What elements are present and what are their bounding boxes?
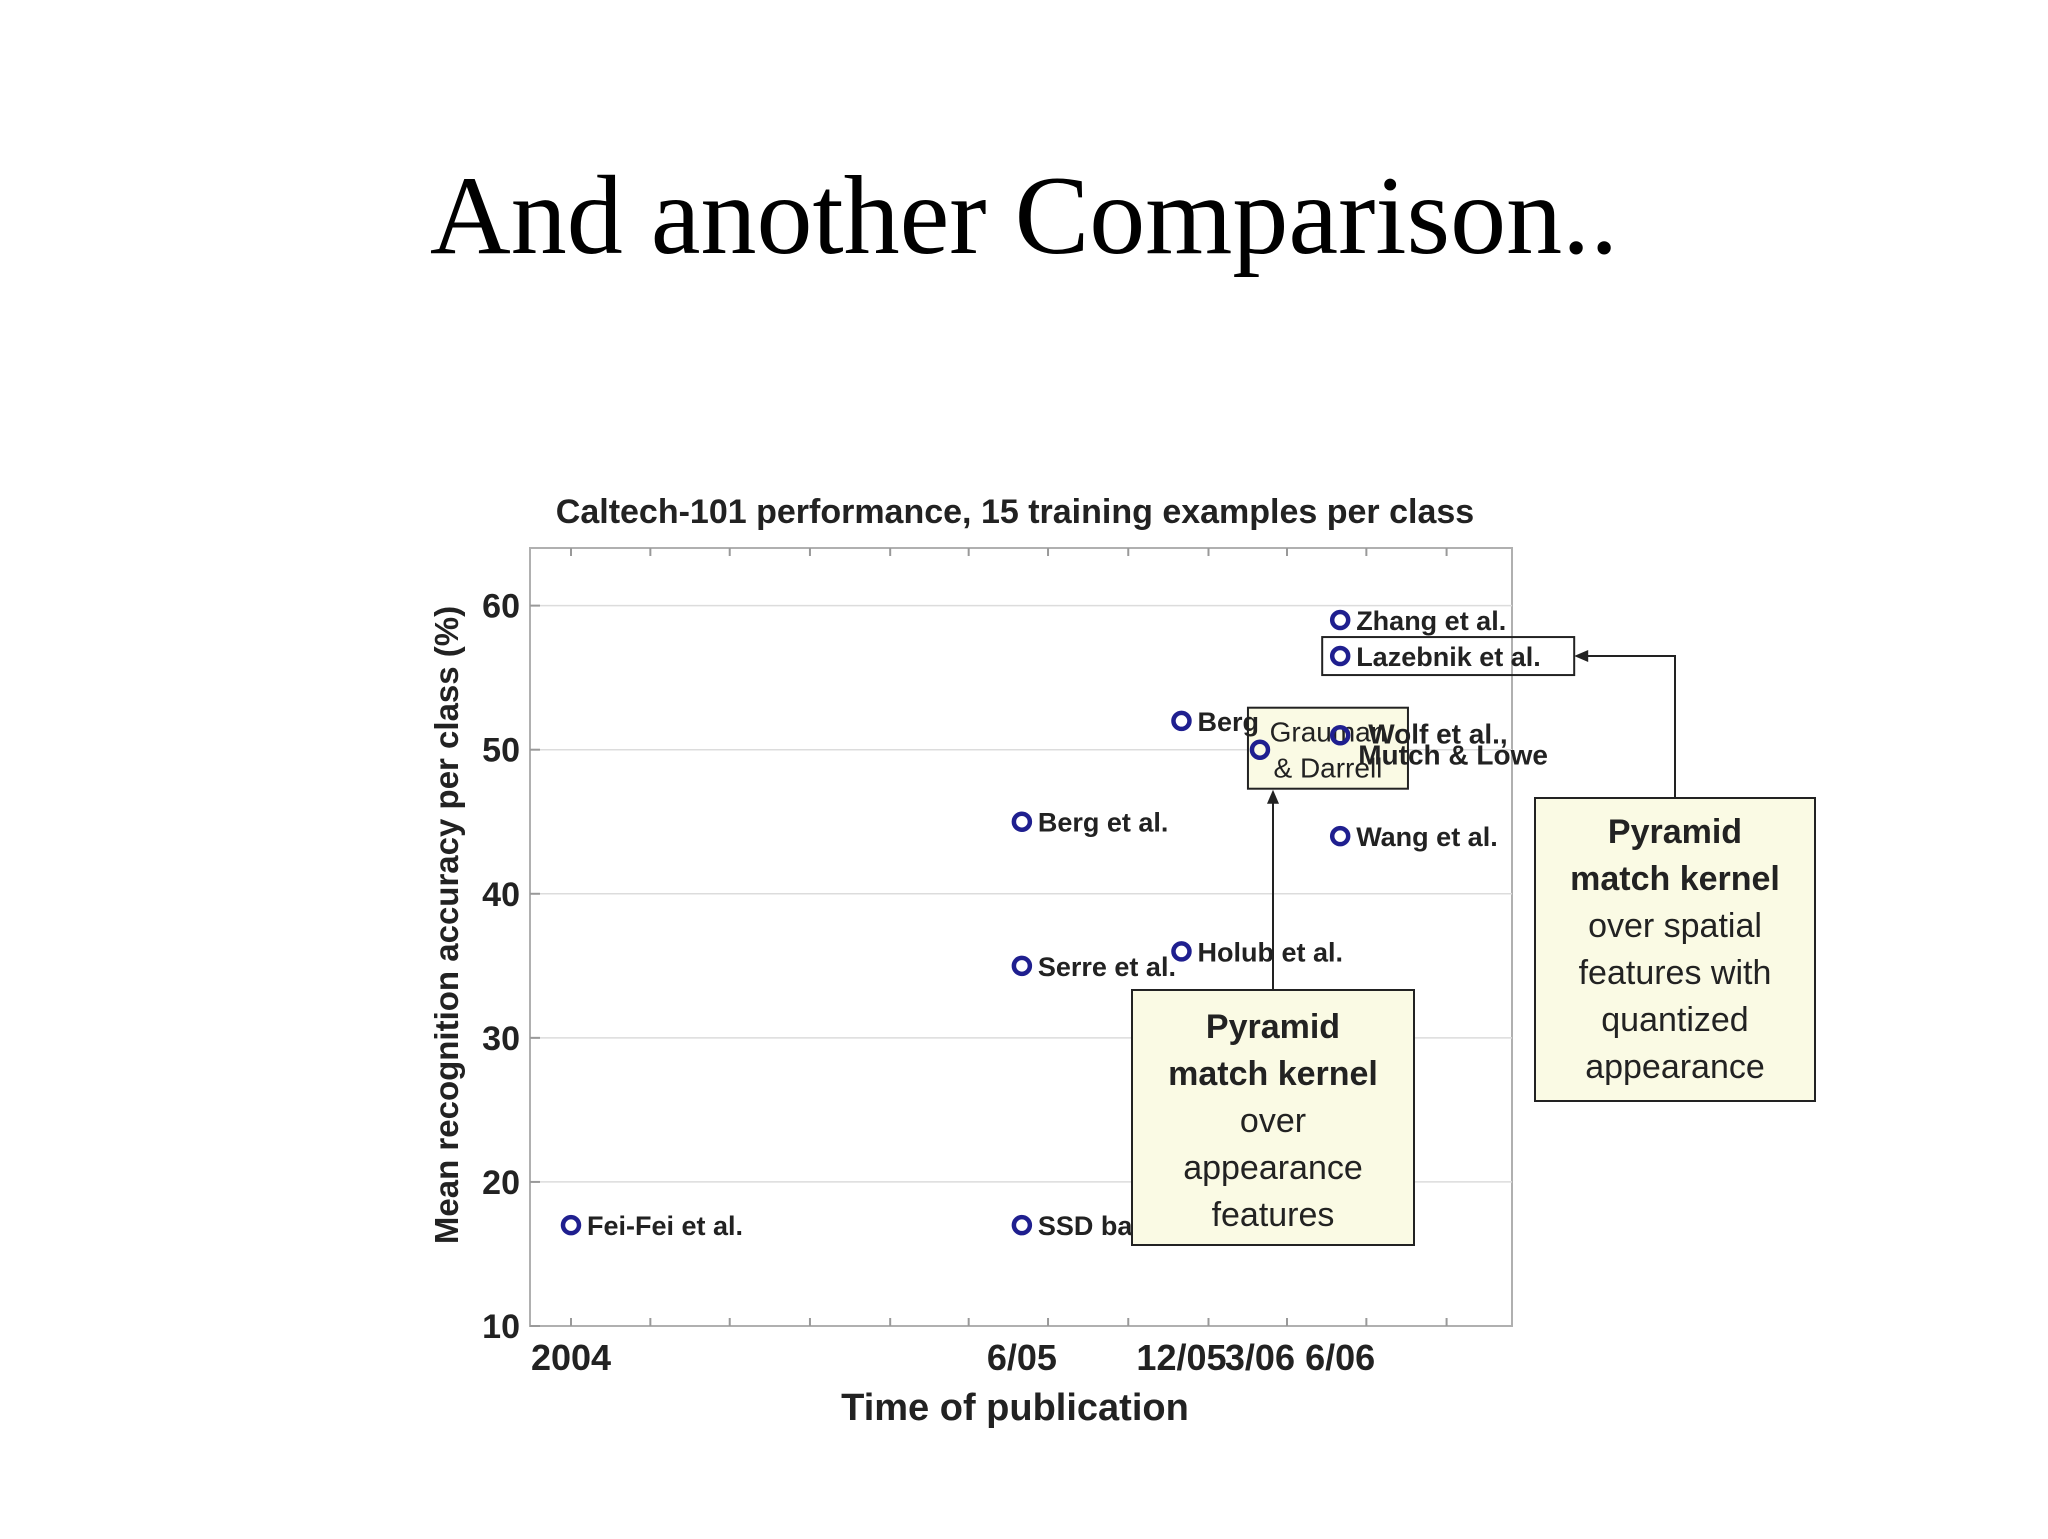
y-tick-label-40: 40	[482, 876, 520, 914]
x-tick-label-3: 3/06	[1225, 1337, 1295, 1378]
data-point-5	[1171, 710, 1192, 732]
slide-title: And another Comparison..	[429, 154, 1619, 278]
y-tick-label-30: 30	[482, 1020, 520, 1058]
y-tick-label-20: 20	[482, 1164, 520, 1202]
callout-pmk-spatial-arrow	[1586, 655, 1676, 798]
grauman-darrell-annotation: Grauman & Darrell	[1246, 706, 1409, 790]
callout-pmk-spatial-title-2: match kernel	[1570, 860, 1780, 898]
y-tick-label-10: 10	[482, 1308, 520, 1346]
callout-pmk-appearance-arrowhead	[1267, 789, 1279, 804]
data-point-1	[1011, 1214, 1033, 1236]
callout-pmk-spatial-line-4: appearance	[1585, 1048, 1765, 1086]
data-point-6	[1249, 739, 1271, 760]
data-point-7	[1329, 609, 1351, 631]
data-point-8	[1329, 645, 1351, 667]
point-label-7: Zhang et al.	[1356, 606, 1506, 636]
callout-pmk-spatial: Pyramid match kernel over spatial featur…	[1534, 650, 1816, 1102]
callout-pmk-spatial-line-2: features with	[1579, 954, 1772, 992]
point-label-8: Lazebnik et al.	[1356, 642, 1541, 672]
x-axis-label: Time of publication	[841, 1387, 1189, 1429]
data-point-2	[1011, 955, 1033, 977]
x-tick-label-0: 2004	[531, 1337, 611, 1378]
y-tick-label-50: 50	[482, 732, 520, 770]
callout-pmk-appearance-line-1: over	[1240, 1102, 1306, 1140]
x-axis-ticks: 2004 6/05 12/053/06 6/06	[531, 548, 1448, 1378]
point-label-2: Serre et al.	[1038, 952, 1176, 982]
callout-pmk-spatial-box	[1534, 797, 1816, 1102]
callout-pmk-appearance-box	[1131, 989, 1415, 1246]
data-point-10	[1329, 825, 1351, 847]
callout-pmk-spatial-line-3: quantized	[1601, 1001, 1748, 1039]
darrell-label: & Darrell	[1273, 753, 1382, 784]
data-point-0	[560, 1214, 582, 1236]
mutch-lowe-label: Mutch & Lowe	[1358, 739, 1548, 770]
data-point-4	[1171, 941, 1192, 962]
point-label-10: Wang et al.	[1356, 822, 1498, 852]
callout-pmk-spatial-line-1: over spatial	[1588, 907, 1762, 945]
grauman-label: Grauman	[1270, 717, 1387, 748]
x-tick-label-1: 6/05	[987, 1337, 1057, 1378]
callout-pmk-spatial-arrowhead	[1574, 650, 1589, 663]
point-label-3: Berg et al.	[1038, 808, 1169, 838]
chart-title: Caltech-101 performance, 15 training exa…	[556, 493, 1474, 531]
x-tick-label-2: 12/05	[1136, 1337, 1226, 1378]
point-label-0: Fei-Fei et al.	[587, 1211, 743, 1241]
grauman-darrell-box	[1246, 706, 1409, 790]
y-axis-ticks: 10 20 30 40 50 60	[482, 588, 540, 1346]
data-point-9	[1329, 725, 1351, 746]
y-axis-label: Mean recognition accuracy per class (%)	[428, 606, 465, 1244]
point-label-5: Berg	[1197, 707, 1259, 737]
wolf-label: Wolf et al.,	[1368, 718, 1508, 749]
y-tick-label-60: 60	[482, 588, 520, 626]
point-label-4: Holub et al.	[1197, 937, 1343, 967]
x-tick-label-4: 6/06	[1305, 1337, 1375, 1378]
callout-pmk-spatial-title-1: Pyramid	[1608, 813, 1742, 851]
callout-pmk-appearance-title-2: match kernel	[1168, 1055, 1378, 1093]
callout-pmk-appearance-title-1: Pyramid	[1206, 1008, 1340, 1046]
callout-pmk-appearance-line-3: features	[1212, 1196, 1335, 1234]
callout-pmk-appearance: Pyramid match kernel over appearance fea…	[1131, 789, 1415, 1246]
data-point-3	[1011, 811, 1033, 832]
callout-pmk-appearance-line-2: appearance	[1183, 1149, 1363, 1187]
